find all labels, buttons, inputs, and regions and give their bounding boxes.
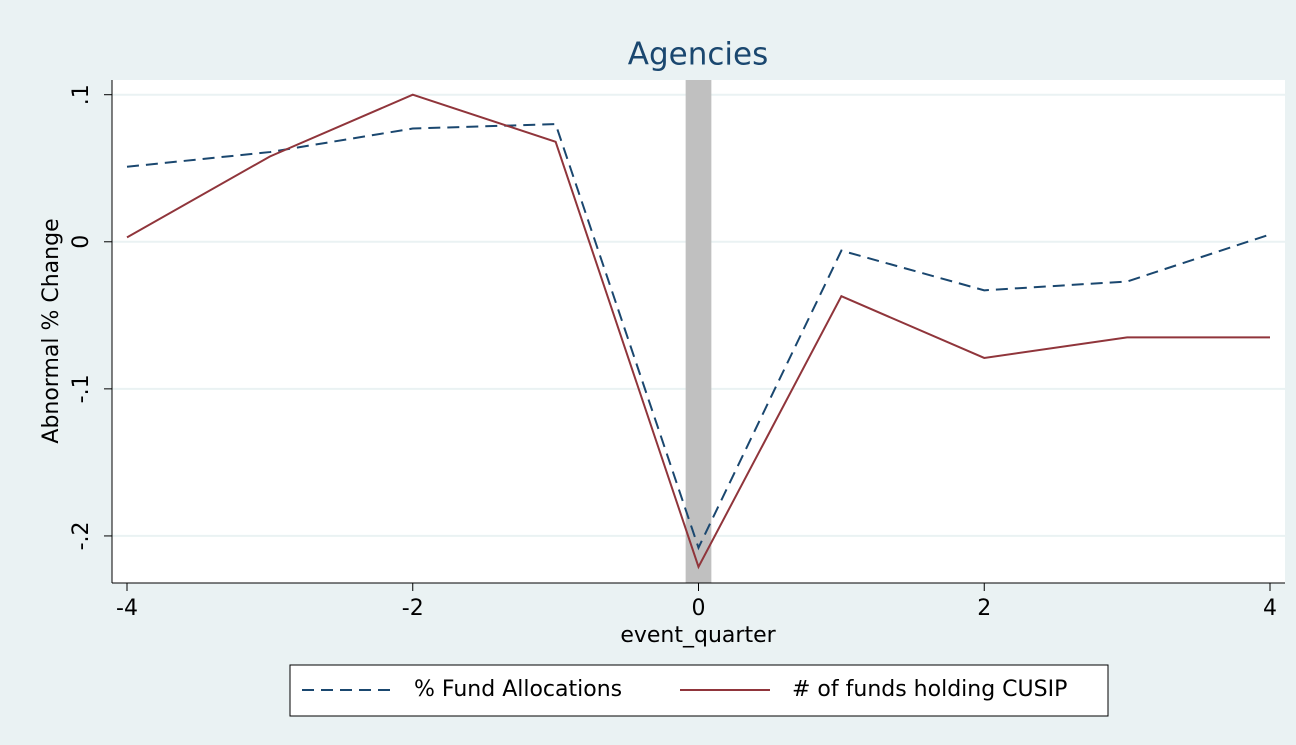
- y-tick-label: .1: [69, 84, 94, 105]
- x-tick-label: 0: [692, 596, 706, 621]
- x-tick-label: 4: [1263, 596, 1277, 621]
- shade-band: [685, 80, 712, 583]
- legend-label: % Fund Allocations: [414, 677, 622, 702]
- x-axis-label: event_quarter: [620, 623, 776, 648]
- y-axis-label: Abnormal % Change: [39, 218, 64, 443]
- legend-label: # of funds holding CUSIP: [792, 677, 1067, 702]
- series-line: [126, 123, 1271, 551]
- chart-title: Agencies: [628, 37, 768, 73]
- y-tick-label: -.1: [69, 374, 94, 403]
- legend-box: [289, 664, 1109, 717]
- x-tick-label: -4: [116, 596, 138, 621]
- series-line: [126, 93, 1270, 570]
- x-tick-label: -2: [402, 596, 424, 621]
- x-tick-label: 2: [977, 596, 991, 621]
- y-tick-label: 0: [69, 235, 94, 249]
- y-tick-label: -.2: [69, 521, 94, 550]
